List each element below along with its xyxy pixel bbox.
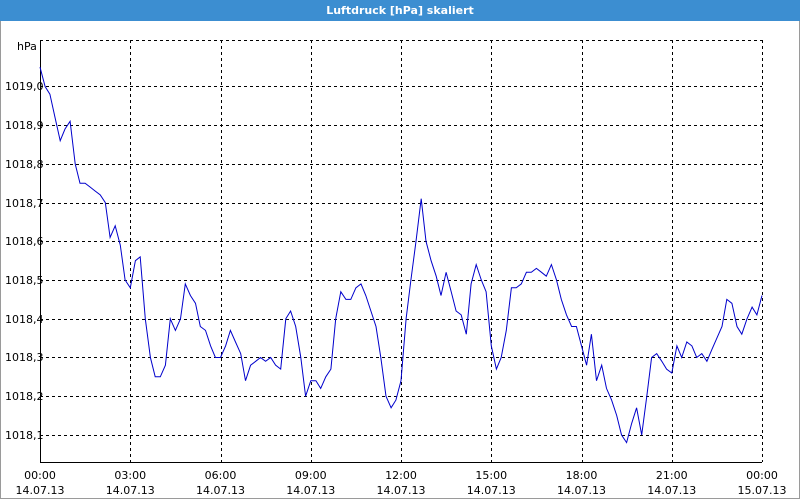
- y-tick-label: 1018,6: [5, 235, 44, 248]
- y-tick-label: 1018,9: [5, 119, 44, 132]
- x-tick-time: 21:00: [656, 469, 688, 482]
- x-tick-time: 12:00: [385, 469, 417, 482]
- y-tick-label: 1018,4: [5, 313, 44, 326]
- window-title: Luftdruck [hPa] skaliert: [326, 4, 474, 17]
- y-tick-label: 1018,2: [5, 390, 44, 403]
- x-tick-date: 14.07.13: [557, 484, 606, 497]
- y-tick-label: 1019,0: [5, 80, 44, 93]
- x-tick-time: 03:00: [114, 469, 146, 482]
- x-tick-date: 14.07.13: [106, 484, 155, 497]
- x-tick-time: 18:00: [566, 469, 598, 482]
- y-tick-labels: 1019,0 1018,9 1018,8 1018,7 1018,6 1018,5 1018…: [5, 80, 44, 442]
- y-tick-label: 1018,3: [5, 351, 44, 364]
- x-tick-date: 14.07.13: [196, 484, 245, 497]
- y-axis-unit-label: hPa: [17, 40, 37, 53]
- y-tick-label: 1018,8: [5, 158, 44, 171]
- y-tick-label: 1018,7: [5, 197, 44, 210]
- x-tick-time: 15:00: [475, 469, 507, 482]
- y-tick-label: 1018,1: [5, 429, 44, 442]
- x-tick-date: 14.07.13: [647, 484, 696, 497]
- series-line: [39, 66, 763, 444]
- x-tick-date: 14.07.13: [286, 484, 335, 497]
- window-title-bar: Luftdruck [hPa] skaliert: [0, 0, 800, 21]
- x-tick-labels: 00:00 14.07.13 03:00 14.07.13 06:00 14.07.13 0…: [16, 469, 787, 497]
- x-tick-time: 00:00: [746, 469, 778, 482]
- x-tick-time: 00:00: [24, 469, 56, 482]
- x-tick-time: 06:00: [205, 469, 237, 482]
- x-tick-date: 14.07.13: [467, 484, 516, 497]
- x-tick-date: 14.07.13: [377, 484, 426, 497]
- grid-lines: [40, 40, 763, 462]
- x-tick-date: 15.07.13: [738, 484, 787, 497]
- x-tick-time: 09:00: [295, 469, 327, 482]
- x-tick-date: 14.07.13: [16, 484, 65, 497]
- y-tick-label: 1018,5: [5, 274, 44, 287]
